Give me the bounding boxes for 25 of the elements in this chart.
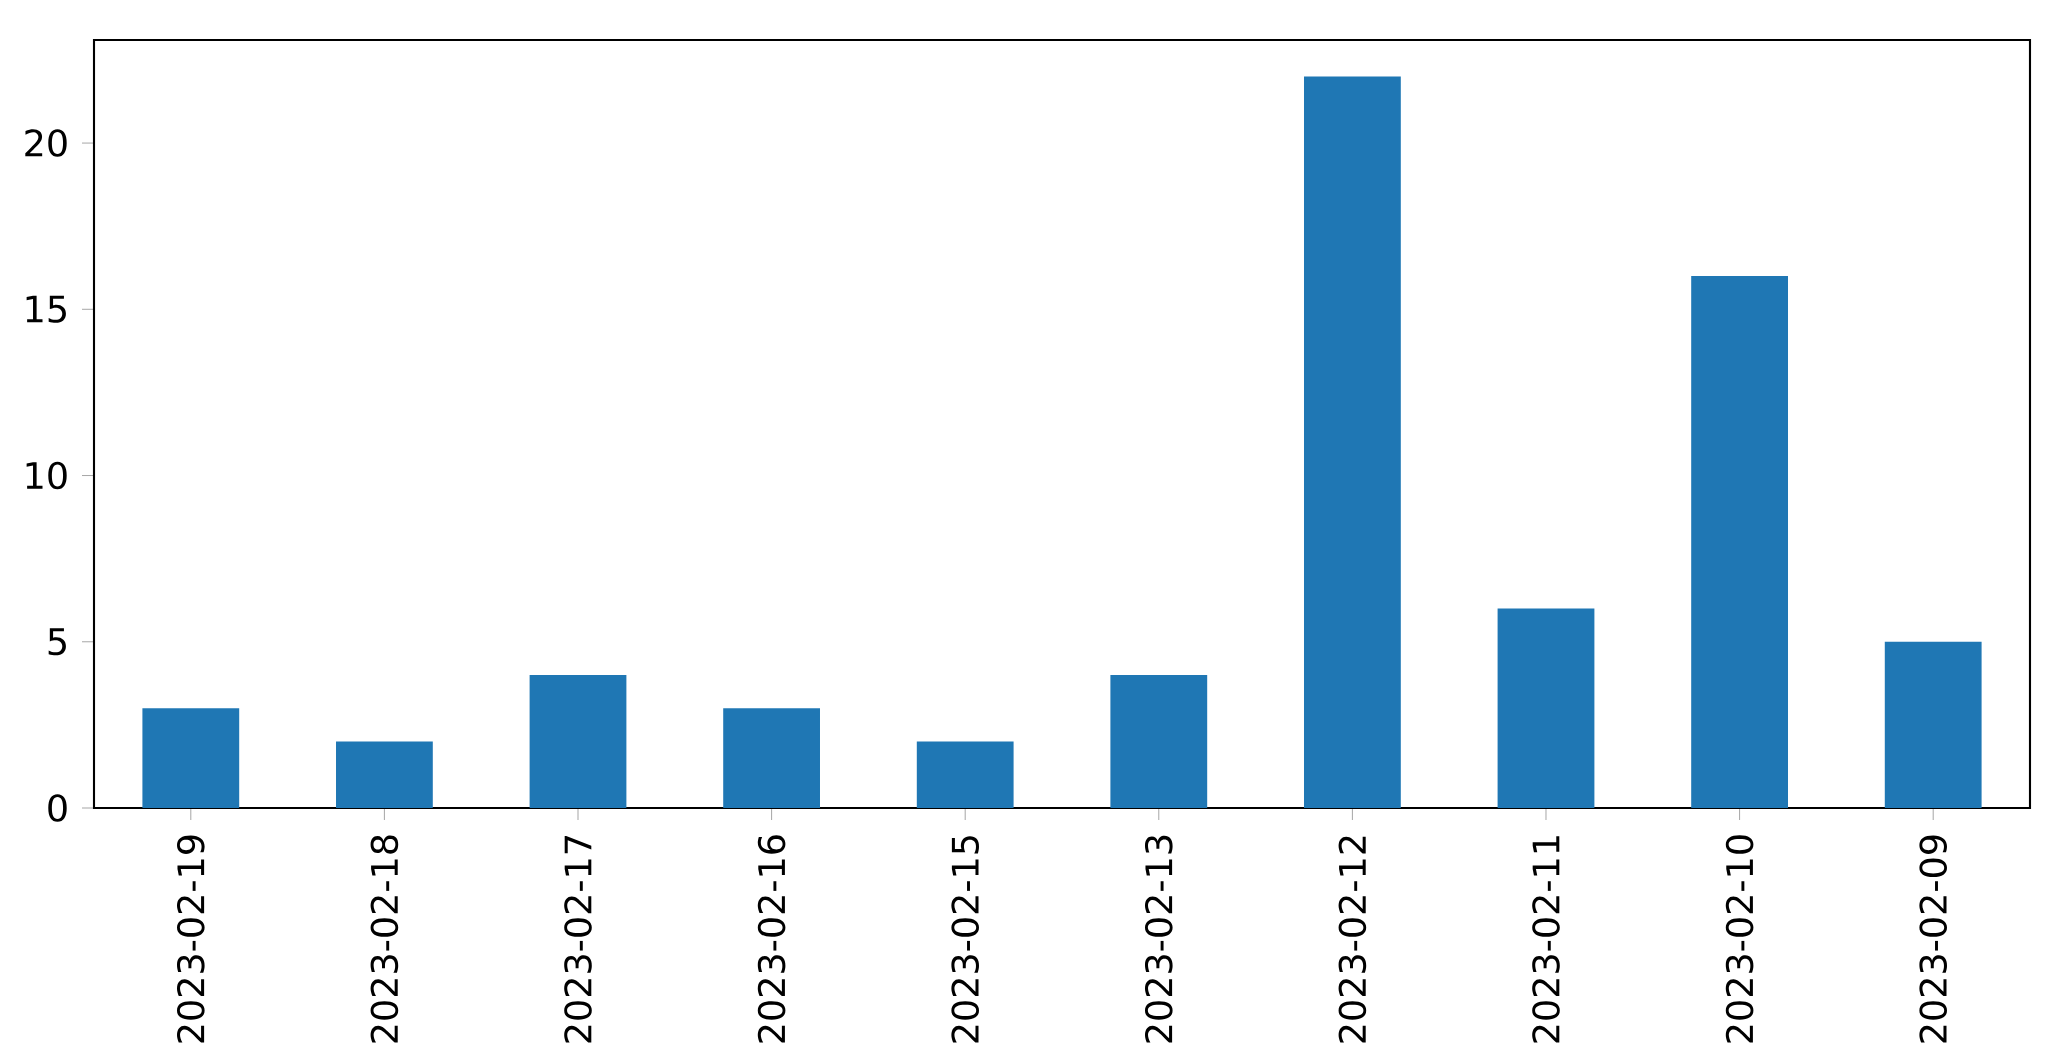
x-tick-label: 2023-02-16 — [757, 835, 786, 1043]
x-tick-label: 2023-02-13 — [1144, 835, 1173, 1043]
x-tick-label: 2023-02-09 — [1919, 835, 1947, 1043]
bar — [336, 741, 433, 808]
bar — [723, 708, 820, 808]
bar — [142, 708, 240, 808]
x-tick-label: 2023-02-15 — [951, 836, 979, 1043]
bar — [529, 675, 627, 808]
bar — [1110, 675, 1208, 808]
x-tick-label: 2023-02-10 — [1725, 835, 1754, 1043]
bar — [916, 741, 1014, 808]
bar — [1691, 276, 1788, 808]
y-tick-label: 10 — [26, 461, 67, 490]
x-tick-label: 2023-02-18 — [370, 835, 399, 1043]
y-tick-label: 20 — [25, 129, 67, 157]
y-tick-label: 15 — [26, 295, 66, 323]
x-tick-label: 2023-02-19 — [176, 835, 205, 1043]
bar — [1497, 608, 1595, 808]
x-tick-label: 2023-02-11 — [1532, 836, 1560, 1043]
x-tick-label: 2023-02-17 — [564, 836, 592, 1043]
bar — [1304, 76, 1401, 808]
bar — [1884, 641, 1982, 808]
y-tick-label: 0 — [48, 794, 67, 822]
x-tick-label: 2023-02-12 — [1338, 836, 1367, 1043]
y-tick-label: 5 — [48, 628, 66, 656]
